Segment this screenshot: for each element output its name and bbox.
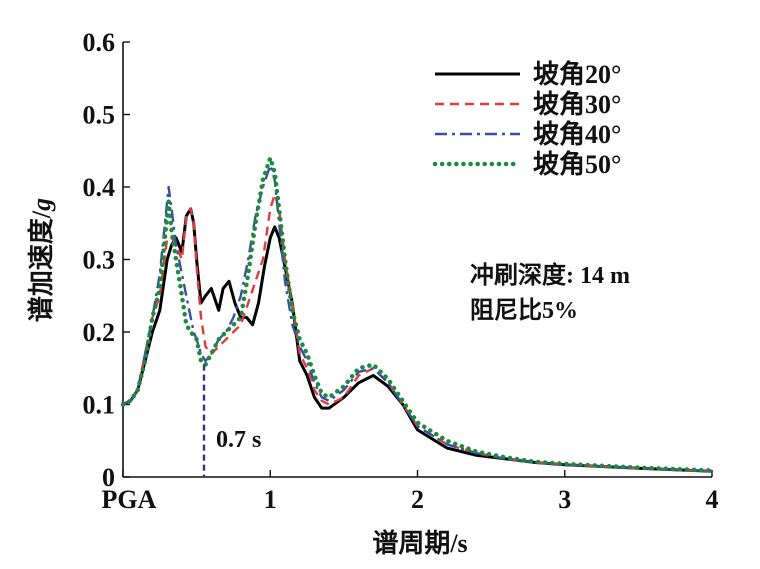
x-tick-label: 4: [706, 485, 719, 514]
annotations: 冲刷深度: 14 m 阻尼比5%: [470, 261, 630, 324]
series-lines: [120, 155, 715, 473]
y-tick-label: 0: [102, 463, 115, 492]
legend: 坡角20°坡角30°坡角40°坡角50°: [432, 59, 621, 179]
series-line-4: [120, 155, 715, 473]
x-tick-label: PGA: [102, 485, 157, 514]
x-tick-label: 3: [558, 485, 571, 514]
legend-label-3: 坡角40°: [533, 119, 621, 149]
y-axis-title-unit: g: [27, 198, 56, 212]
condition-line-2: 阻尼比5%: [470, 297, 578, 324]
y-tick-label: 0.6: [83, 28, 116, 57]
legend-label-1: 坡角20°: [533, 59, 621, 89]
period-marker-label: 0.7 s: [216, 427, 261, 453]
y-tick-label: 0.1: [83, 391, 116, 420]
y-tick-label: 0.2: [83, 318, 116, 347]
y-axis-title-main: 谱加速度/: [26, 210, 56, 322]
y-tick-label: 0.5: [83, 101, 116, 130]
legend-label-4: 坡角50°: [533, 149, 621, 179]
x-tick-label: 2: [411, 485, 424, 514]
condition-line-1: 冲刷深度: 14 m: [470, 261, 630, 289]
legend-label-2: 坡角30°: [533, 89, 621, 119]
period-marker: 0.7 s: [202, 364, 261, 477]
axis-ticks: 0 0.1 0.2 0.3 0.4 0.5 0.6 PGA 1 2 3 4: [83, 28, 719, 514]
x-tick-label: 1: [264, 485, 277, 514]
y-tick-label: 0.3: [83, 246, 116, 275]
axes: [122, 42, 712, 478]
y-tick-label: 0.4: [83, 173, 116, 202]
series-line-1: [122, 207, 713, 473]
y-axis-title: 谱加速度/g: [26, 198, 56, 322]
x-axis-title: 谱周期/s: [372, 528, 467, 558]
